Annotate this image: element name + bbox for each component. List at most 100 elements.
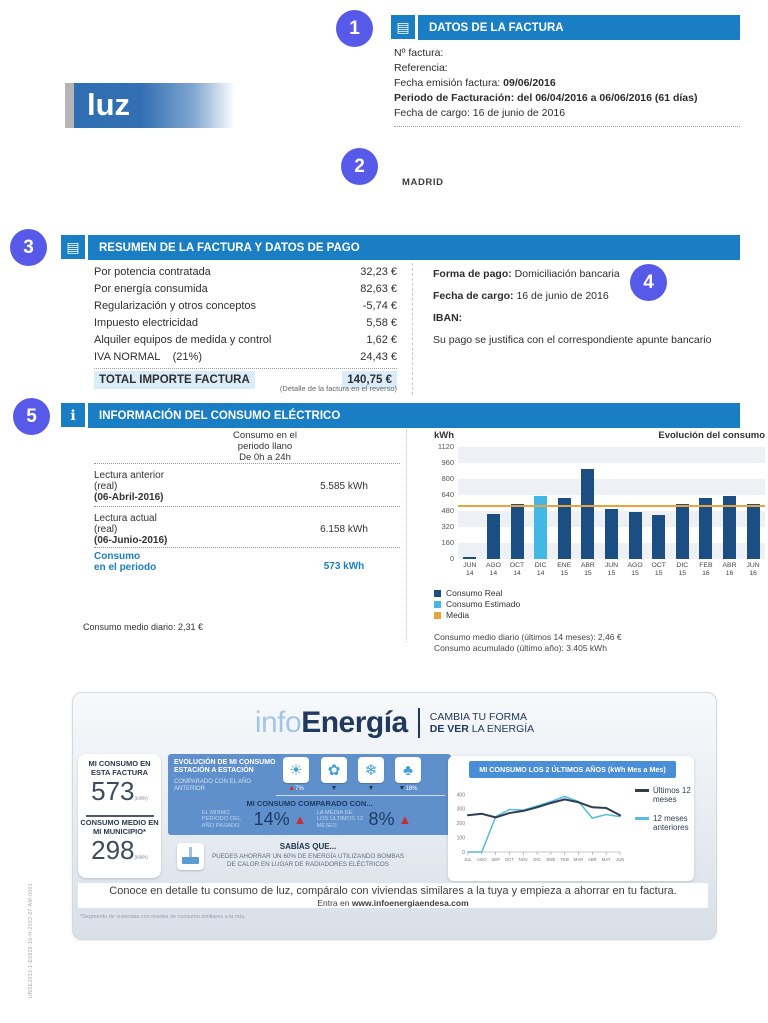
spring-delta: ▼: [321, 785, 347, 792]
two-year-chart-title: MI CONSUMO LOS 2 ÚLTIMOS AÑOS (kWh Mes a…: [469, 761, 676, 778]
down-triangle-icon: ▼: [330, 785, 338, 792]
tagline: CAMBIA TU FORMA DE VER LA ENERGÍA: [429, 711, 535, 735]
legend-item: Últimos 12 meses: [635, 786, 691, 804]
line-chart-legend: Últimos 12 meses 12 meses anteriores: [635, 786, 691, 842]
panel-divider: [276, 795, 445, 796]
municipality-average-value: 298(kWh): [91, 835, 148, 865]
billing-period-line: Periodo de Facturación: del 06/04/2016 a…: [394, 92, 698, 104]
compare-pct: 14%: [253, 809, 290, 829]
compare-title: MI CONSUMO COMPARADO CON...: [246, 799, 373, 808]
maple-leaf-icon: ♣: [395, 757, 421, 783]
section-header-consumo: INFORMACIÓN DEL CONSUMO ELÉCTRICO: [88, 403, 740, 428]
payment-justification-line: Su pago se justifica con el correspondie…: [433, 334, 712, 346]
column-divider: [412, 263, 413, 395]
receipt-icon: ▤: [61, 235, 85, 259]
infoenergia-title: infoEnergía CAMBIA TU FORMA DE VER LA EN…: [73, 706, 716, 740]
table-row: Impuesto electricidad 5,58 €: [94, 316, 397, 329]
section-header-resumen: RESUMEN DE LA FACTURA Y DATOS DE PAGO: [88, 235, 740, 260]
my-consumption-box: MI CONSUMO EN ESTA FACTURA 573(kWh) CONS…: [78, 754, 161, 878]
period-consumption-value: 573 kWh: [323, 561, 365, 572]
bill-consumption-title: MI CONSUMO EN ESTA FACTURA: [88, 759, 151, 777]
invoice-number-line: Nº factura:: [394, 47, 444, 59]
step-badge-3: 3: [10, 229, 47, 266]
banner-message: Conoce en detalle tu consumo de luz, com…: [109, 885, 677, 897]
step-badge-2: 2: [341, 148, 378, 185]
brand-info: info: [254, 706, 302, 739]
consumption-stats: Consumo medio diario (últimos 14 meses):…: [434, 632, 622, 653]
infoenergia-panel: infoEnergía CAMBIA TU FORMA DE VER LA EN…: [72, 692, 717, 940]
document-icon: ▤: [391, 15, 415, 39]
table-row: Regularización y otros conceptos -5,74 €: [94, 299, 397, 312]
two-year-chart-card: MI CONSUMO LOS 2 ÚLTIMOS AÑOS (kWh Mes a…: [448, 756, 694, 881]
legend-item: Consumo Estimado: [434, 599, 765, 609]
svg-text:JUN: JUN: [616, 857, 624, 862]
step-badge-5: 5: [13, 398, 50, 435]
section-header-datos: DATOS DE LA FACTURA: [418, 15, 740, 40]
logo-wordmark: luz: [74, 83, 240, 128]
dotted-divider: [94, 463, 400, 464]
real-swatch: [434, 589, 441, 597]
payment-info-block: Forma de pago: Domiciliación bancaria Fe…: [433, 268, 733, 347]
svg-text:FEB: FEB: [561, 857, 569, 862]
svg-text:JUL: JUL: [464, 857, 472, 862]
charge-date-line: Fecha de cargo: 16 de junio de 2016: [394, 107, 566, 119]
compare-label: LA MEDIA DE LOS ÚLTIMOS 12 MESES: [316, 809, 364, 829]
daily-average-label: Consumo medio diario: 2,31 €: [83, 622, 204, 632]
reverse-note: (Detalle de la factura en el reverso): [279, 384, 397, 393]
dark-line-swatch: [635, 789, 649, 792]
location-label: MADRID: [402, 177, 444, 188]
legend-item: 12 meses anteriores: [635, 814, 691, 832]
winter-delta: ▼: [358, 785, 384, 792]
y-axis-unit: kWh: [434, 430, 455, 441]
bar-chart-plot: [458, 447, 765, 559]
up-triangle-icon: ▲: [293, 812, 307, 827]
svg-text:SEP: SEP: [491, 857, 500, 862]
invoice-summary-table: Por potencia contratada 32,23 € Por energ…: [94, 263, 397, 389]
dotted-divider: [94, 506, 400, 507]
previous-reading-value: 5.585 kWh: [320, 481, 368, 492]
svg-text:300: 300: [457, 807, 466, 813]
step-badge-1: 1: [336, 10, 373, 47]
autumn-delta: ▼18%: [398, 785, 418, 792]
media-swatch: [434, 611, 441, 619]
summer-delta: ▲7%: [288, 785, 304, 792]
svg-text:MAY: MAY: [602, 857, 611, 862]
legend-item: Consumo Real: [434, 588, 765, 598]
title-divider: [417, 708, 420, 738]
charge-date-line: Fecha de cargo: 16 de junio de 2016: [433, 290, 609, 302]
sun-icon: ☀: [283, 757, 309, 783]
svg-text:100: 100: [457, 836, 466, 842]
evolution-subtitle: COMPARADO CON EL AÑO ANTERIOR: [174, 779, 252, 792]
current-reading-row: Lectura actual (real) (06-Junio-2016) 6.15…: [94, 513, 400, 546]
tip-text: PUEDES AHORRAR UN 60% DE ENERGÍA UTILIZA…: [211, 853, 405, 868]
bill-consumption-value: 573(kWh): [91, 776, 148, 806]
svg-text:200: 200: [457, 821, 466, 827]
media-line: [458, 504, 765, 507]
box-divider: [85, 815, 154, 817]
evolution-panel: EVOLUCIÓN DE MI CONSUMO ESTACIÓN A ESTAC…: [168, 754, 451, 835]
municipality-average-title: CONSUMO MEDIO EN MI MUNICIPIO*: [80, 818, 159, 836]
readings-column-header: Consumo en el periodo llano De 0h a 24h: [233, 430, 297, 463]
previous-reading-row: Lectura anterior (real) (06-Abril-2016) 5.…: [94, 470, 400, 503]
dotted-divider: [94, 368, 397, 369]
column-divider: [406, 430, 407, 642]
current-reading-value: 6.158 kWh: [320, 524, 368, 535]
reference-line: Referencia:: [394, 62, 448, 74]
down-triangle-icon: ▼: [367, 785, 375, 792]
invoice-data-block: Nº factura: Referencia: Fecha emisión fa…: [394, 46, 740, 127]
step-badge-4: 4: [630, 264, 667, 301]
heat-pump-icon: [177, 843, 204, 870]
table-row: Por energía consumida 82,63 €: [94, 282, 397, 295]
payment-method-line: Forma de pago: Domiciliación bancaria: [433, 268, 620, 280]
svg-text:DIC: DIC: [533, 857, 540, 862]
infoenergia-banner: Conoce en detalle tu consumo de luz, com…: [78, 883, 708, 908]
bar-chart-xlabels: JUN 14 AGO 14 OCT 14 DIC 14 ENE 15 ABR 15 JUN 15 AGO 15…: [463, 562, 760, 577]
legend-item: Media: [434, 610, 765, 620]
two-year-line-chart: 0 100 200 300 400 JUL AGO SEP OCT NOV DIC ENE FEB MAR…: [457, 792, 625, 862]
compare-row: EL MISMO PERIODO DEL AÑO PASADO 14% ▲ LA…: [172, 809, 447, 830]
table-row: IVA NORMAL (21%) 24,43 €: [94, 350, 397, 363]
svg-text:ABR: ABR: [588, 857, 597, 862]
snowflake-icon: ❄: [358, 757, 384, 783]
banner-url-line: Entra en www.infoenergiaendesa.com: [317, 898, 469, 908]
